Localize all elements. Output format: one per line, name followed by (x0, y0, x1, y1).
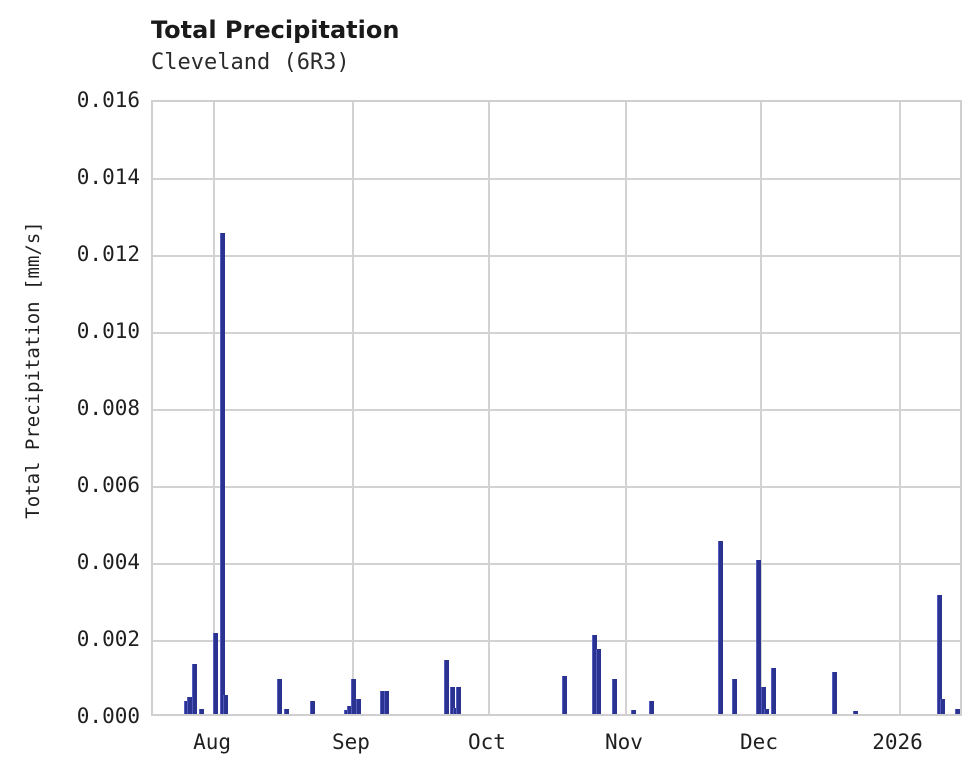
bar (612, 679, 618, 714)
gridline-horizontal (153, 178, 960, 180)
gridline-horizontal (153, 640, 960, 642)
gridline-horizontal (153, 409, 960, 411)
gridline-vertical (213, 102, 216, 714)
gridline-vertical (624, 102, 627, 714)
bar (449, 687, 455, 714)
bar (732, 679, 738, 714)
x-tick-label: Oct (468, 730, 506, 754)
bar (562, 675, 568, 714)
y-tick-label: 0.002 (76, 627, 140, 651)
bar (356, 698, 362, 714)
bar (186, 696, 192, 714)
bar (853, 710, 859, 714)
gridline-vertical (487, 102, 490, 714)
bar (955, 709, 960, 714)
chart-title: Total Precipitation (151, 16, 400, 44)
bar (383, 690, 389, 714)
bar (770, 667, 776, 714)
bar (631, 710, 637, 714)
plot-area (151, 100, 962, 716)
y-tick-label: 0.012 (76, 242, 140, 266)
bar (347, 705, 353, 714)
bar (220, 232, 226, 714)
bar (343, 710, 349, 714)
bar (760, 687, 766, 714)
bar (351, 679, 357, 714)
bar (452, 708, 458, 714)
bar (276, 679, 282, 714)
bar (832, 671, 838, 714)
bar (763, 709, 769, 714)
gridline-vertical (351, 102, 354, 714)
bar (191, 663, 197, 714)
y-tick-label: 0.016 (76, 88, 140, 112)
x-tick-label: Nov (605, 730, 643, 754)
gridline-vertical (760, 102, 762, 714)
y-tick-label: 0.010 (76, 319, 140, 343)
y-tick-label: 0.006 (76, 473, 140, 497)
bar (212, 633, 218, 714)
x-tick-label: Sep (332, 730, 370, 754)
gridline-horizontal (153, 255, 960, 257)
bar (183, 700, 189, 714)
chart-subtitle: Cleveland (6R3) (151, 50, 350, 75)
x-tick-label: 2026 (872, 730, 923, 754)
gridline-horizontal (153, 332, 960, 334)
bar (755, 560, 761, 714)
bar (649, 700, 655, 714)
bar (592, 635, 598, 714)
bar (718, 540, 724, 714)
bar (380, 690, 386, 714)
bar (456, 687, 462, 714)
gridline-horizontal (153, 563, 960, 565)
y-tick-label: 0.014 (76, 165, 140, 189)
bar (223, 694, 229, 714)
y-tick-label: 0.004 (76, 550, 140, 574)
bar (596, 648, 602, 714)
y-tick-label: 0.008 (76, 396, 140, 420)
gridline-horizontal (153, 486, 960, 488)
bar (443, 660, 449, 714)
bar (283, 709, 289, 714)
bar (198, 709, 204, 714)
bar (309, 700, 315, 714)
gridline-vertical (898, 102, 901, 714)
bar (937, 594, 942, 714)
y-axis-label: Total Precipitation [mm/s] (22, 221, 44, 519)
bar (940, 698, 945, 714)
y-tick-label: 0.000 (76, 704, 140, 728)
x-tick-label: Aug (193, 730, 232, 754)
bar-series (153, 102, 960, 714)
x-tick-label: Dec (740, 730, 778, 754)
